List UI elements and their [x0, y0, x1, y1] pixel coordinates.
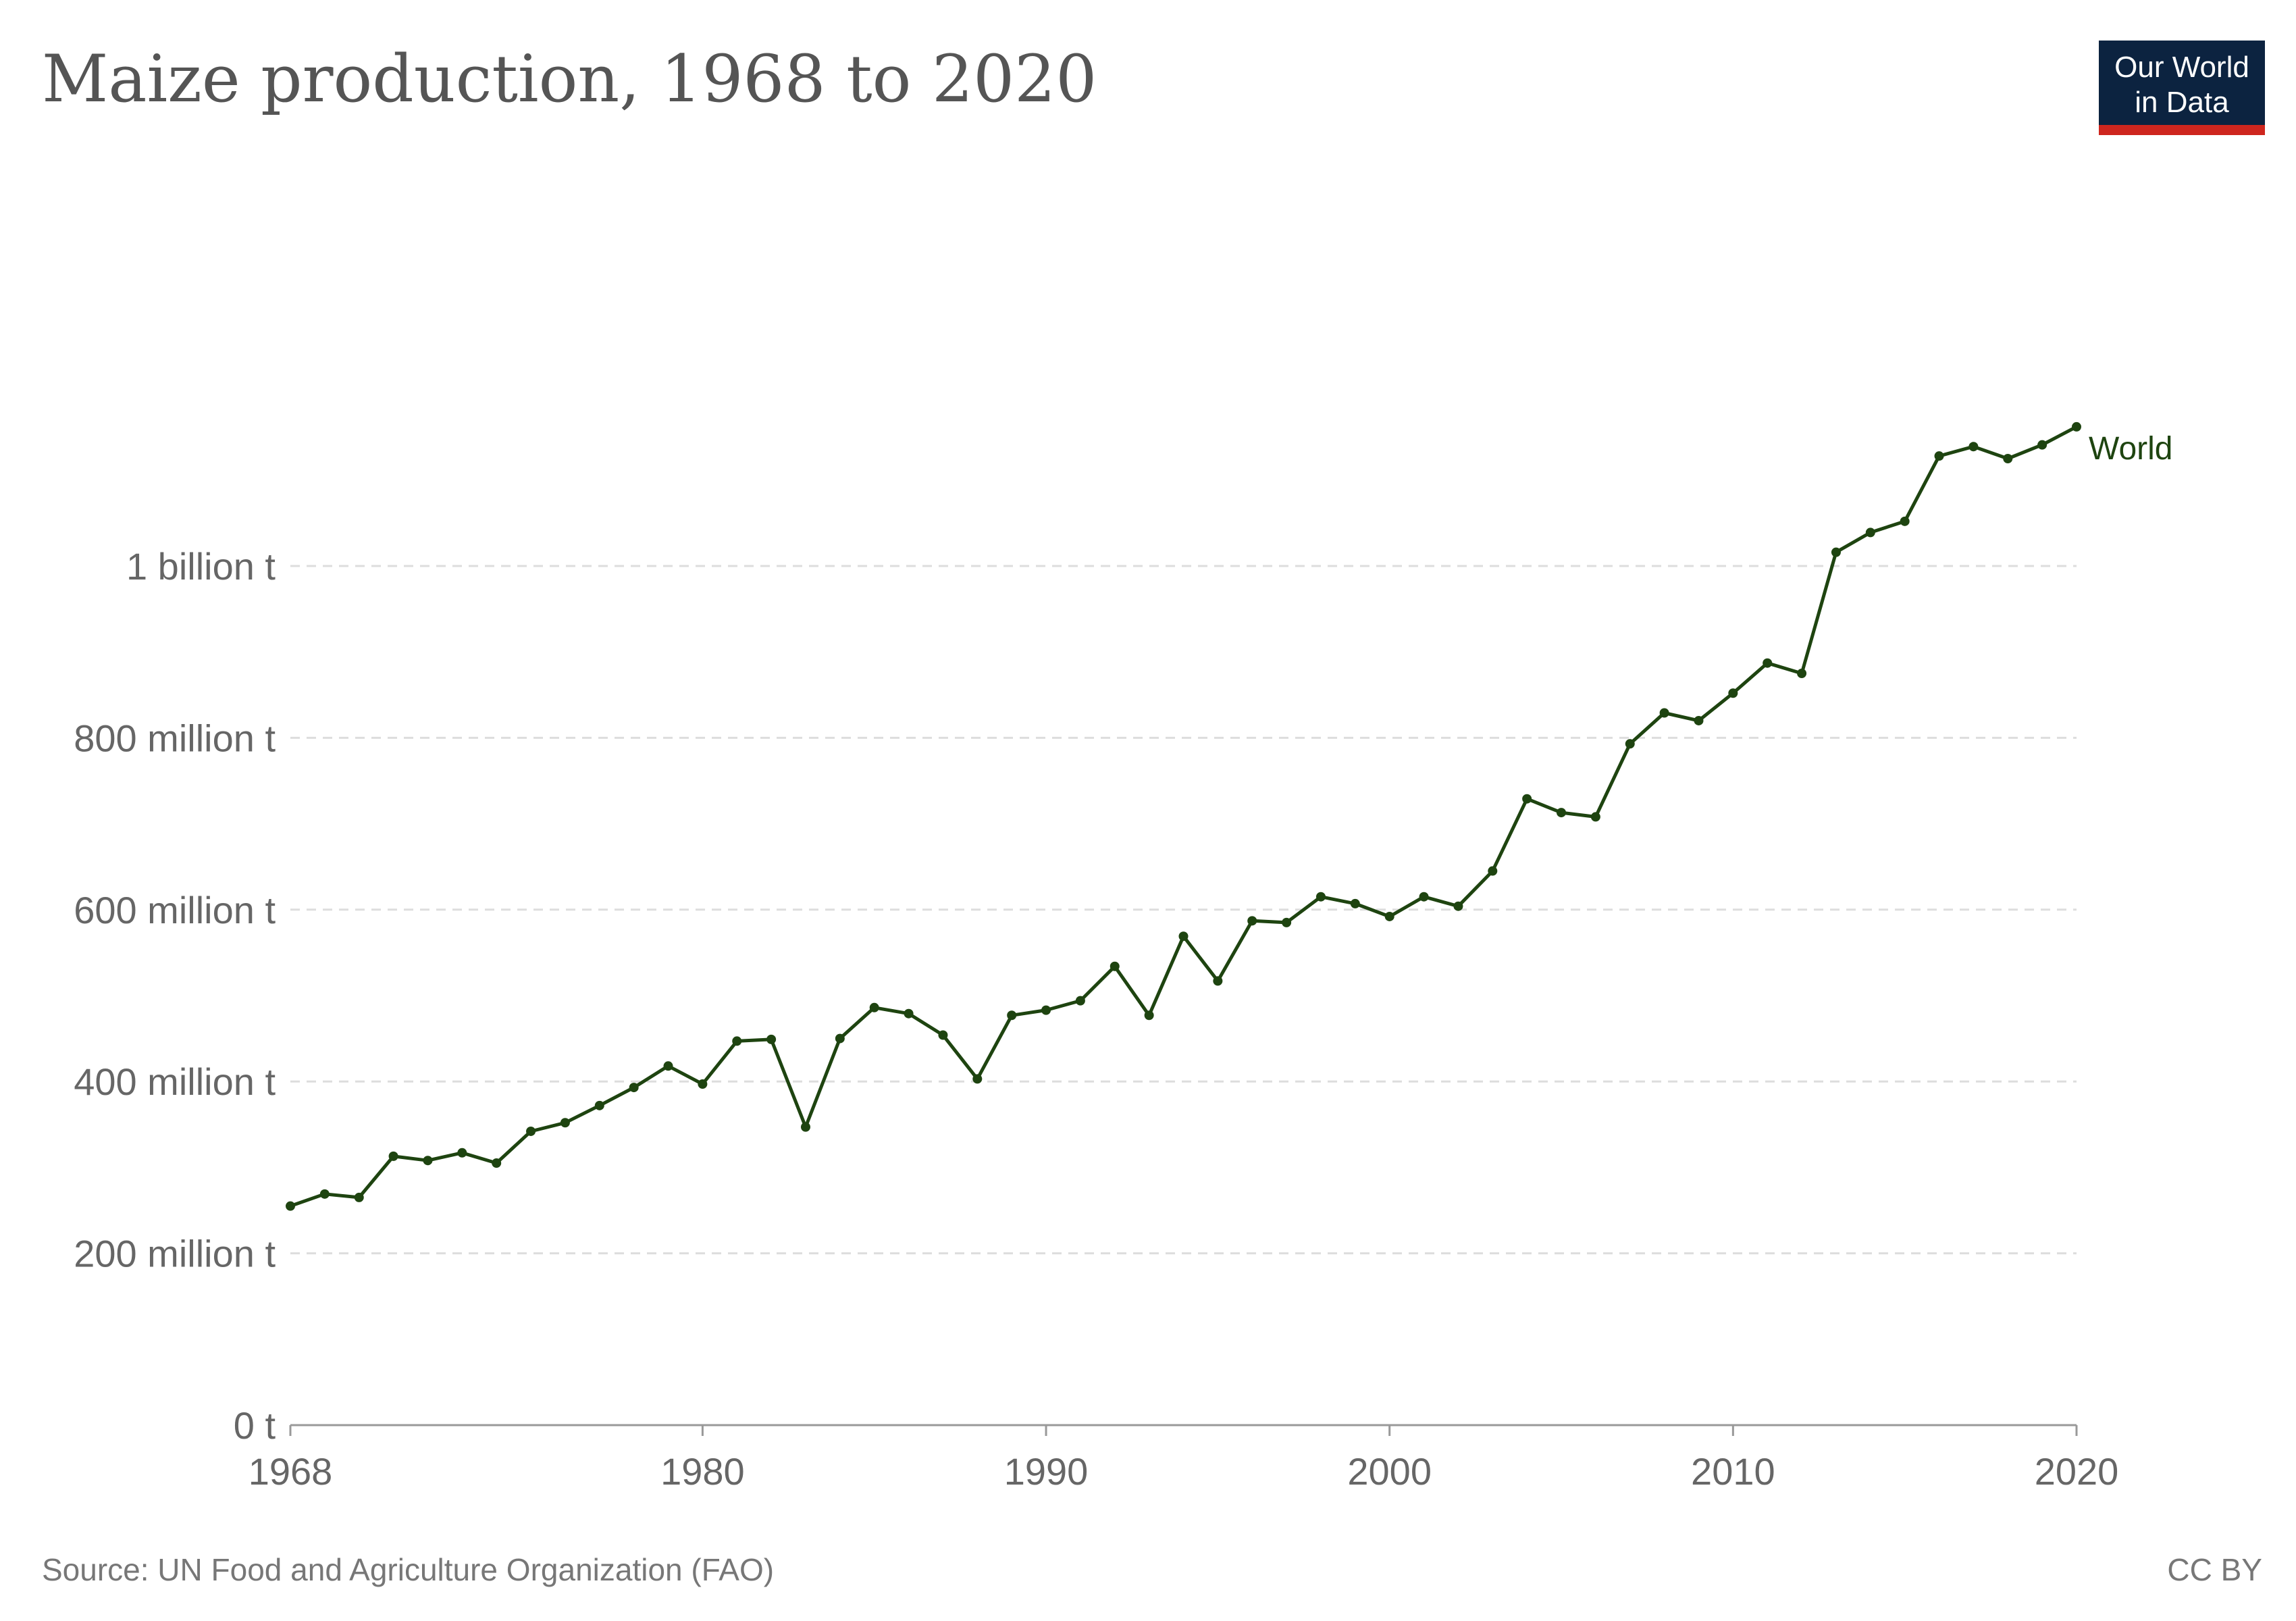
data-point — [972, 1074, 983, 1084]
data-point — [1625, 739, 1635, 749]
data-point — [1522, 794, 1532, 804]
data-point — [1728, 688, 1738, 698]
data-point — [1384, 911, 1394, 921]
data-point — [2072, 421, 2081, 432]
data-point — [766, 1034, 777, 1044]
x-tick-label-5: 2020 — [2035, 1450, 2119, 1493]
x-tick-label-4: 2010 — [1691, 1450, 1775, 1493]
data-point — [1419, 892, 1429, 902]
data-point — [354, 1192, 364, 1202]
data-point — [1178, 931, 1189, 942]
data-point — [2037, 440, 2047, 450]
owid-logo: Our World in Data — [2099, 41, 2265, 135]
logo-accent-bar — [2099, 125, 2265, 135]
logo-line-2: in Data — [2135, 86, 2229, 119]
data-point — [1968, 442, 1979, 452]
data-point — [698, 1079, 708, 1089]
data-point — [1831, 547, 1841, 557]
data-point — [423, 1156, 433, 1166]
x-axis: 1968 1980 1990 2000 2010 2020 — [249, 1424, 2119, 1493]
series-label-0: World — [2089, 431, 2172, 467]
y-tick-label-3: 600 million t — [74, 889, 276, 931]
data-point — [388, 1151, 398, 1161]
y-axis-labels: 0 t 200 million t 400 million t 600 million… — [74, 545, 276, 1447]
data-point — [800, 1122, 810, 1132]
data-point — [1934, 451, 1944, 461]
data-point — [1075, 996, 1085, 1006]
data-point — [286, 1201, 295, 1211]
data-point — [1110, 961, 1120, 971]
data-point — [492, 1158, 502, 1168]
source-note: Source: UN Food and Agriculture Organiza… — [42, 1552, 774, 1587]
y-tick-label-5: 1 billion t — [126, 545, 276, 588]
series-line-0 — [290, 425, 2078, 1208]
data-point — [560, 1118, 570, 1128]
data-point — [1213, 976, 1223, 986]
data-point — [526, 1126, 536, 1136]
data-point — [1865, 528, 1875, 538]
data-point — [1350, 898, 1360, 908]
data-point — [1247, 916, 1257, 926]
logo-line-1: Our World — [2114, 51, 2249, 84]
series-layer: World — [286, 421, 2172, 1211]
license-note: CC BY — [2167, 1552, 2262, 1587]
data-point — [1659, 708, 1669, 718]
data-point — [1763, 658, 1773, 668]
y-tick-label-2: 400 million t — [74, 1060, 276, 1103]
data-point — [1041, 1005, 1051, 1015]
data-point — [1453, 901, 1463, 911]
data-point — [1557, 808, 1567, 818]
y-tick-label-1: 200 million t — [74, 1233, 276, 1275]
data-point — [1488, 866, 1498, 876]
data-point — [1315, 892, 1326, 902]
data-point — [1282, 917, 1292, 927]
data-point — [904, 1008, 914, 1019]
data-point — [1007, 1010, 1017, 1021]
x-tick-label-0: 1968 — [249, 1450, 333, 1493]
grid-layer — [290, 565, 2077, 1255]
data-point — [938, 1030, 948, 1040]
x-tick-label-2: 1990 — [1004, 1450, 1089, 1493]
data-point — [835, 1033, 845, 1044]
data-point — [594, 1100, 604, 1110]
data-point — [663, 1061, 673, 1071]
x-tick-label-3: 2000 — [1347, 1450, 1432, 1493]
logo-background — [2099, 41, 2265, 125]
data-point — [1900, 516, 1910, 526]
data-point — [319, 1189, 330, 1199]
data-point — [1694, 715, 1704, 725]
x-tick-label-1: 1980 — [660, 1450, 745, 1493]
y-tick-label-4: 800 million t — [74, 717, 276, 759]
chart-title: Maize production, 1968 to 2020 — [42, 41, 1097, 117]
data-point — [1590, 812, 1600, 822]
data-point — [1797, 669, 1807, 678]
y-tick-label-0: 0 t — [234, 1404, 276, 1447]
data-point — [2003, 454, 2013, 463]
data-point — [869, 1002, 879, 1012]
data-point — [732, 1036, 742, 1046]
data-point — [629, 1083, 639, 1093]
data-point — [457, 1148, 467, 1158]
data-point — [1144, 1010, 1154, 1021]
